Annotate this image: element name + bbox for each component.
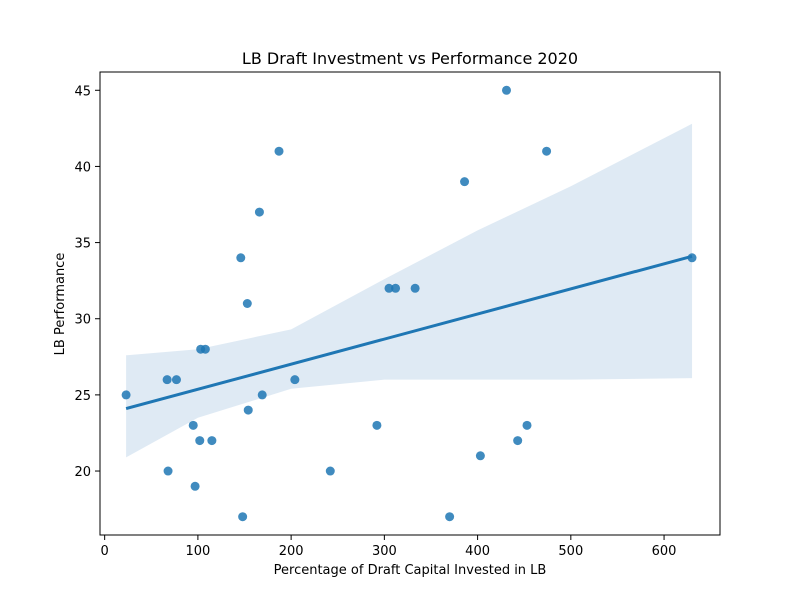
data-point xyxy=(207,436,217,446)
y-tick-label: 40 xyxy=(74,160,91,175)
x-tick-label: 400 xyxy=(465,544,490,559)
x-tick-label: 0 xyxy=(101,544,109,559)
data-point xyxy=(121,390,131,400)
data-point xyxy=(325,466,335,476)
data-point xyxy=(391,283,401,293)
x-tick-label: 500 xyxy=(558,544,583,559)
regression-line xyxy=(125,254,693,411)
data-point xyxy=(242,299,252,308)
x-tick-label: 300 xyxy=(372,544,397,559)
data-point xyxy=(513,436,523,446)
data-point xyxy=(445,512,455,522)
data-point xyxy=(384,283,394,293)
data-point xyxy=(460,177,470,187)
y-tick-label: 20 xyxy=(74,465,91,480)
data-point xyxy=(200,344,210,354)
data-point xyxy=(274,146,284,156)
data-point xyxy=(501,85,511,95)
data-point xyxy=(410,283,420,293)
data-point xyxy=(171,375,181,385)
data-point xyxy=(542,146,552,156)
y-tick-label: 45 xyxy=(74,84,91,99)
y-tick-label: 25 xyxy=(74,389,91,404)
data-point xyxy=(522,420,532,430)
data-point xyxy=(475,451,485,461)
data-point xyxy=(238,512,248,522)
regression-line-layer xyxy=(125,254,693,411)
data-point xyxy=(162,375,172,385)
data-point xyxy=(243,405,253,415)
plot-frame xyxy=(99,71,721,536)
x-axis-label: Percentage of Draft Capital Invested in … xyxy=(274,563,547,578)
confidence-band xyxy=(126,123,693,458)
confidence-band-layer xyxy=(126,123,693,458)
x-axis-ticks: 0 100 200 300 400 500 600 xyxy=(101,535,677,559)
x-tick-label: 200 xyxy=(279,544,304,559)
y-tick-label: 30 xyxy=(74,313,91,328)
data-point xyxy=(290,375,300,385)
data-point xyxy=(257,390,267,400)
chart-title: LB Draft Investment vs Performance 2020 xyxy=(242,49,578,68)
data-point xyxy=(195,436,205,446)
y-tick-label: 35 xyxy=(74,237,91,252)
y-axis-label: LB Performance xyxy=(53,253,68,356)
data-point xyxy=(163,466,173,476)
y-axis-ticks: 20 25 30 35 40 45 xyxy=(74,84,100,480)
x-tick-label: 600 xyxy=(652,544,677,559)
data-point xyxy=(687,253,697,263)
data-point xyxy=(254,207,264,217)
data-point xyxy=(188,420,198,430)
x-tick-label: 100 xyxy=(185,544,210,559)
data-point xyxy=(236,253,246,263)
data-points-layer xyxy=(121,85,697,522)
data-point xyxy=(190,481,200,491)
data-point xyxy=(372,420,382,430)
